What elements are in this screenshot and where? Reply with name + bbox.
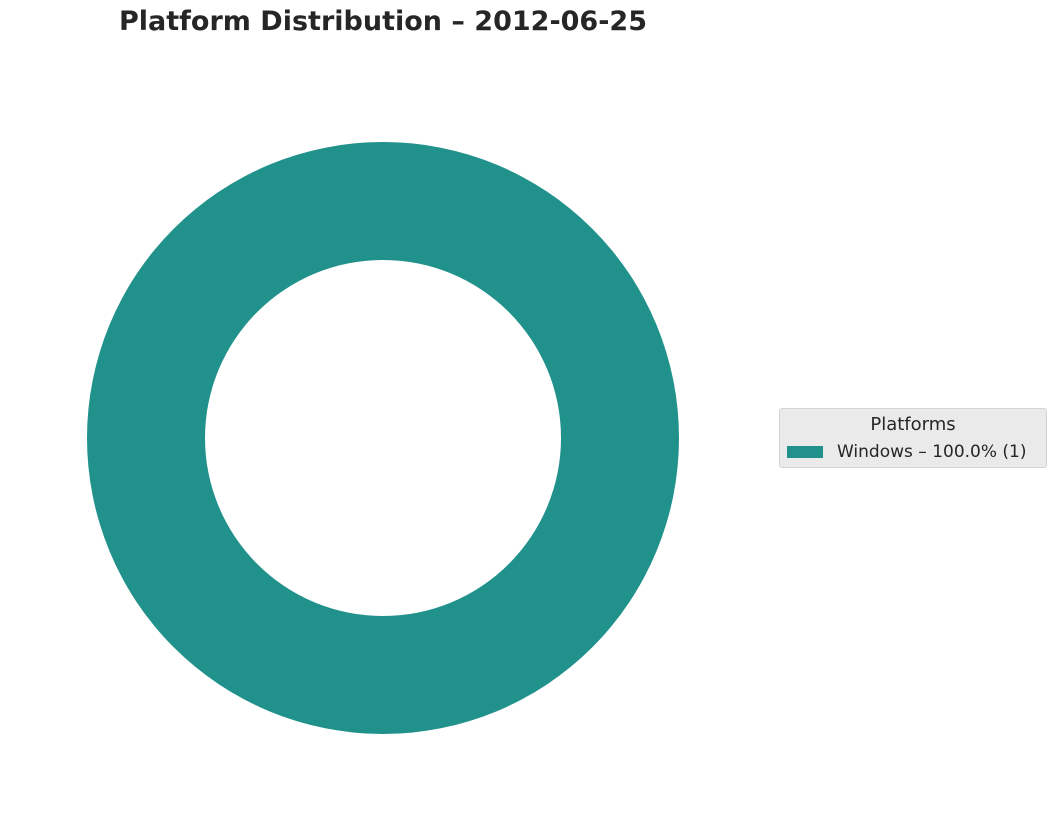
legend-title: Platforms — [870, 414, 956, 435]
donut-slices — [87, 142, 679, 734]
legend: Platforms Windows – 100.0% (1) — [779, 408, 1047, 468]
slice-windows — [87, 142, 679, 734]
legend-entry-windows: Windows – 100.0% (1) — [787, 442, 1027, 462]
legend-label-windows: Windows – 100.0% (1) — [837, 442, 1027, 462]
legend-swatch-windows — [787, 446, 823, 458]
chart-title: Platform Distribution – 2012-06-25 — [118, 6, 648, 37]
